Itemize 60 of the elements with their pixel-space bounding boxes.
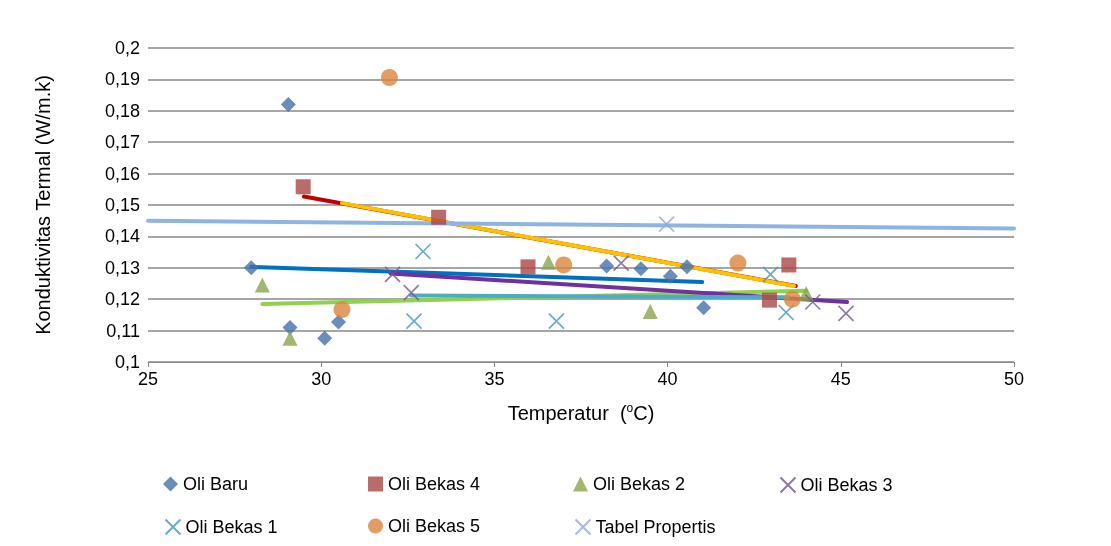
point [662,268,678,284]
point [280,97,296,113]
legend-label: Tabel Propertis [595,517,716,537]
point [783,290,801,308]
point [696,300,712,316]
legend-label: Oli Bekas 5 [388,516,481,536]
point [804,293,822,311]
y-tick-label: 0,12 [104,289,140,310]
point [333,301,351,319]
point [282,319,298,335]
point [761,292,777,308]
y-tick-label: 0,14 [104,226,140,247]
legend-label: Oli Bekas 4 [388,474,481,494]
point [540,254,556,270]
point [317,330,333,346]
x-tick-label: 50 [1003,369,1025,389]
point [658,215,675,233]
point [402,284,420,301]
point [642,303,658,319]
point [384,266,401,283]
y-tick-label: 0,15 [104,195,140,215]
y-axis-title: Konduktivitas Termal (W/m.k) [32,75,54,335]
point [762,266,779,283]
point [781,257,797,273]
point [414,243,432,260]
x-tick-label: 40 [657,369,678,389]
legend-label: Oli Bekas 3 [800,475,893,495]
x-tick-label: 30 [311,369,332,389]
y-tick-label: 0,18 [104,100,140,121]
point [679,259,695,275]
point [729,254,747,272]
legend-label: Oli Bekas 2 [593,474,686,494]
y-tick-label: 0,17 [104,132,140,153]
x-tick-label: 45 [830,369,851,389]
point [599,258,615,274]
point [633,261,649,277]
point [520,259,536,275]
point [777,304,795,321]
point [431,209,447,225]
point [243,260,259,276]
y-tick-label: 0,2 [114,38,140,58]
point [254,277,270,293]
point [548,312,565,330]
x-tick-label: 35 [484,369,505,389]
point [837,305,855,322]
x-tick-label: 25 [137,369,159,389]
legend-label: Oli Bekas 1 [185,517,278,537]
y-tick-label: 0,1 [114,352,140,372]
y-tick-label: 0,13 [104,257,140,278]
point [295,179,311,195]
y-tick-label: 0,11 [106,320,140,341]
point [612,254,630,272]
point [282,330,298,346]
y-tick-label: 0,16 [104,163,140,184]
point [331,314,347,330]
point [405,312,423,330]
point [380,69,398,87]
legend-label: Oli Baru [183,474,249,494]
y-tick-label: 0,19 [104,69,140,90]
point [555,256,573,274]
